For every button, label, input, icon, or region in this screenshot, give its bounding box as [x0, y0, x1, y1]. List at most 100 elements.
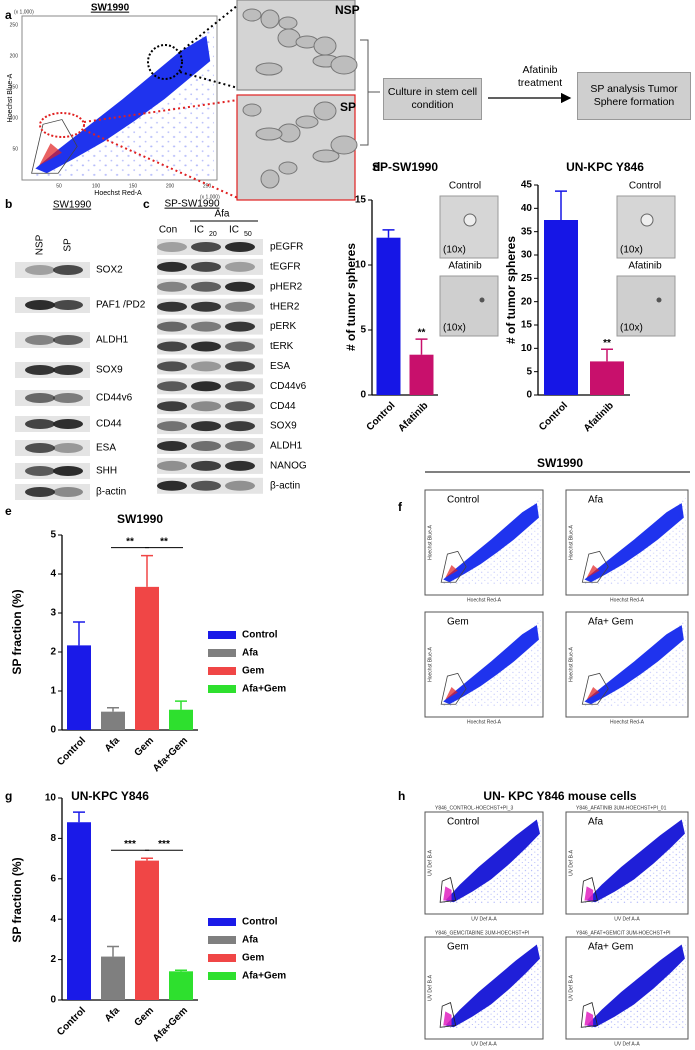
blot-band	[191, 460, 221, 471]
blot-label: tERK	[270, 341, 294, 352]
bar	[409, 354, 434, 395]
x-tick-label: Afa+Gem	[151, 735, 190, 774]
blot-band	[53, 466, 83, 476]
micrograph	[439, 275, 499, 337]
lane-label: IC	[194, 225, 204, 236]
y-tick-label: 45	[521, 180, 533, 191]
blot-band	[157, 441, 187, 451]
blot-label: CD44v6	[270, 381, 307, 392]
cell	[312, 149, 340, 163]
blot-band	[191, 321, 221, 332]
blot-band	[25, 365, 55, 375]
lane-label: SP	[63, 238, 74, 252]
cell	[260, 9, 280, 29]
axis-label: Hoechst Red-A	[467, 597, 502, 603]
blot-label: pHER2	[270, 281, 303, 292]
cell	[278, 161, 298, 175]
significance-label: **	[126, 536, 134, 547]
panel-letter: d	[373, 160, 380, 174]
blot-label: SHH	[96, 466, 117, 477]
blot-band	[225, 261, 255, 272]
error-bar	[73, 811, 85, 823]
x-tick-label: Control	[537, 400, 570, 433]
panel-title: UN- KPC Y846 mouse cells	[483, 789, 637, 803]
y-axis-label: # of tumor spheres	[344, 243, 358, 351]
blot-band	[225, 401, 255, 412]
axis-label: Hoechst Blue-A	[568, 524, 574, 559]
scale-note: (x 1,000)	[200, 194, 220, 200]
y-tick-label: 0	[50, 995, 56, 1006]
axis-label: UV Def A-A	[614, 916, 640, 922]
blot-band	[25, 393, 55, 403]
legend-swatch	[208, 918, 236, 926]
blot-band	[191, 301, 221, 312]
image-label: Control	[449, 181, 481, 192]
y-tick-label: 30	[521, 250, 533, 261]
y-tick-label: 15	[521, 320, 533, 331]
x-tick-label: Control	[55, 1005, 88, 1038]
legend-label: Control	[242, 917, 278, 928]
y-axis-label: SP fraction (%)	[10, 857, 24, 942]
tick-label: 250	[10, 22, 19, 28]
blot-band	[53, 265, 83, 275]
blot-band	[53, 419, 83, 429]
blot-band	[25, 300, 55, 310]
micrograph	[439, 195, 499, 259]
blot-band	[225, 341, 255, 352]
blot-band	[225, 480, 255, 491]
flow-plot-header: Y846_AFAT+GEMCIT 3UM-HOECHST+PI	[576, 930, 671, 936]
bar	[169, 709, 193, 730]
blot-band	[191, 261, 221, 272]
y-tick-label: 5	[50, 530, 56, 541]
blot-band	[225, 460, 255, 471]
axis-label: UV Def B-A	[568, 974, 574, 1001]
bracket	[360, 39, 380, 146]
y-tick-label: 20	[521, 296, 533, 307]
axis-label: Hoechst Blue-A	[427, 524, 433, 559]
blot-band	[53, 335, 83, 345]
connector	[179, 4, 239, 89]
bar	[101, 956, 125, 1000]
blot-band	[25, 466, 55, 476]
axis-label: UV Def B-A	[427, 849, 433, 876]
blot-label: tEGFR	[270, 262, 301, 273]
blot-band	[225, 242, 255, 252]
axis-label: UV Def B-A	[568, 849, 574, 876]
blot-band	[25, 443, 55, 453]
y-tick-label: 4	[50, 914, 56, 925]
legend-swatch	[208, 649, 236, 657]
panel-title: SW1990	[537, 456, 583, 470]
image-label: Control	[629, 181, 661, 192]
blot-label: SOX2	[96, 265, 123, 276]
cell	[242, 103, 262, 117]
flow-plot-label: Control	[447, 817, 479, 828]
lane-subscript: 20	[209, 231, 217, 238]
blot-band	[157, 242, 187, 252]
blot-label: SOX9	[96, 365, 123, 376]
cell	[313, 36, 337, 56]
tick-label: 100	[10, 115, 19, 121]
x-tick-label: Control	[55, 735, 88, 768]
blot-label: CD44	[96, 419, 122, 430]
cell	[330, 55, 358, 75]
tick-label: 250	[203, 183, 212, 189]
blot-band	[157, 480, 187, 491]
lane-subscript: 50	[244, 231, 252, 238]
blot-band	[157, 381, 187, 392]
error-bar	[107, 707, 119, 712]
flow-plot-label: Afa	[588, 817, 603, 828]
cell	[295, 115, 319, 129]
significance-label: **	[160, 536, 168, 547]
y-tick-label: 4	[50, 569, 56, 580]
cell	[313, 101, 337, 121]
flow-plot-header: Y846_AFATINIB 3UM-HOECHST+PI_01	[576, 805, 667, 811]
cell	[260, 169, 280, 189]
y-tick-label: 0	[50, 725, 56, 736]
tick-label: 150	[10, 84, 19, 90]
tick-label: 150	[129, 183, 138, 189]
magnification: (10x)	[443, 245, 466, 256]
legend-swatch	[208, 972, 236, 980]
lane-label: IC	[229, 225, 239, 236]
flow-plot-label: Afa	[588, 495, 603, 506]
blot-band	[225, 301, 255, 312]
